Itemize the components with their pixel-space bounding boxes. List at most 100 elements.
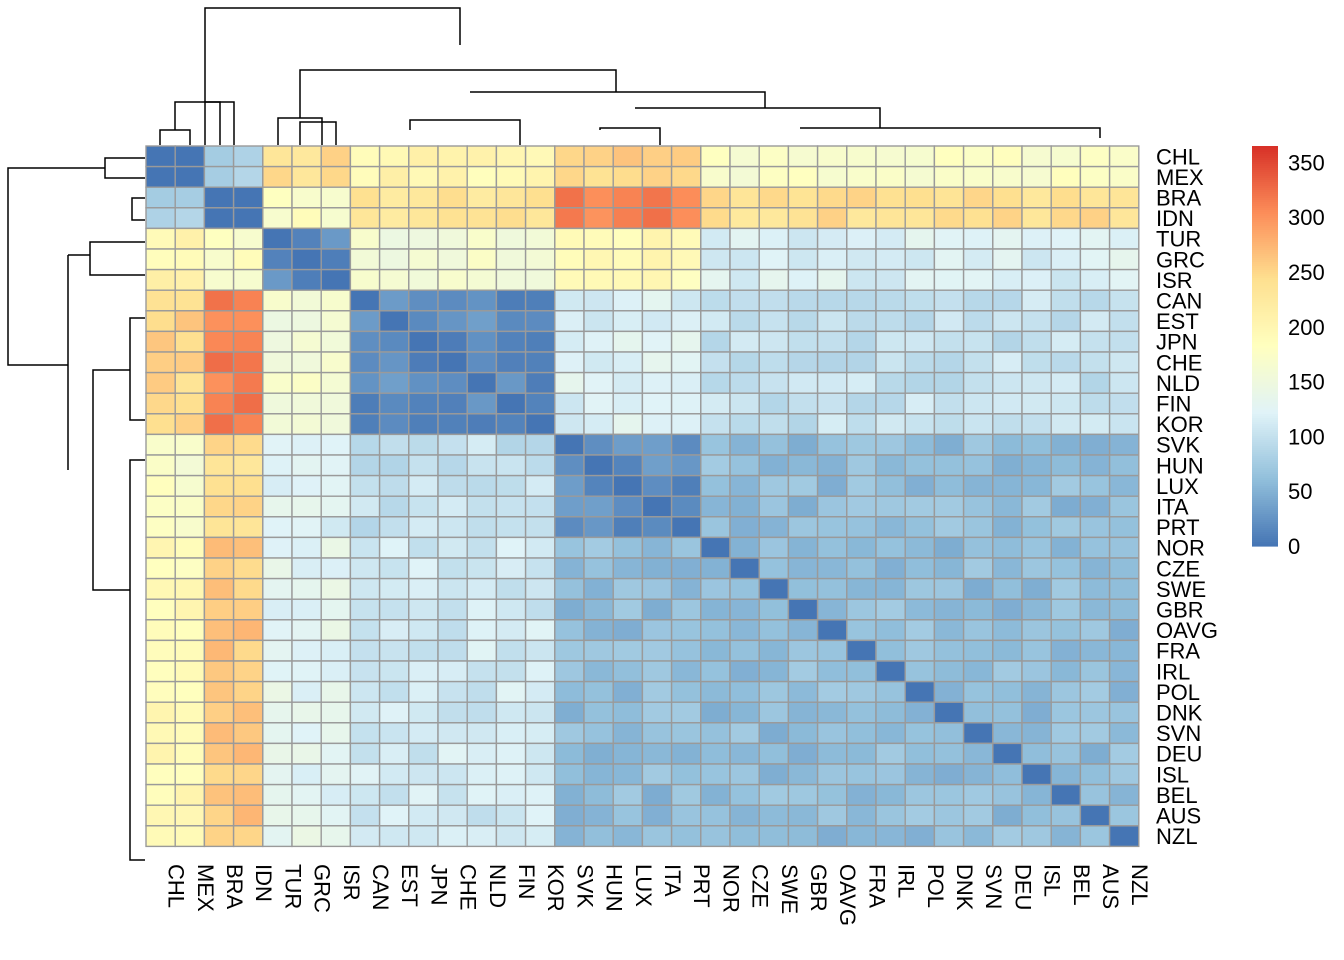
heatmap-cell xyxy=(875,413,906,436)
heatmap-cell xyxy=(846,722,877,745)
heatmap-cell xyxy=(232,413,264,436)
heatmap-cell xyxy=(466,619,498,642)
heatmap-cell xyxy=(232,165,264,188)
heatmap-cell xyxy=(1050,763,1082,786)
heatmap-cell xyxy=(408,722,439,745)
heatmap-cell xyxy=(145,722,176,745)
heatmap-cell xyxy=(262,310,293,333)
heatmap-cell xyxy=(408,804,439,827)
heatmap-cell xyxy=(875,804,906,827)
heatmap-cell xyxy=(729,639,760,662)
heatmap-cell xyxy=(349,722,381,745)
heatmap-cell xyxy=(992,577,1023,600)
col-label-lux: LUX xyxy=(631,864,656,907)
heatmap-cell xyxy=(904,227,936,250)
col-label-svn: SVN xyxy=(981,864,1006,909)
col-label-deu: DEU xyxy=(1010,864,1035,910)
heatmap-cell xyxy=(875,516,906,539)
heatmap-cell xyxy=(904,619,936,642)
heatmap-cell xyxy=(583,577,614,600)
heatmap-cell xyxy=(291,145,322,168)
heatmap-cell xyxy=(904,536,936,559)
heatmap-cell xyxy=(320,804,352,827)
heatmap-cell xyxy=(904,330,936,353)
colorbar-step xyxy=(1252,376,1278,379)
heatmap-cell xyxy=(437,516,468,539)
heatmap-cell xyxy=(583,207,614,230)
heatmap-cell xyxy=(846,660,877,683)
heatmap-cell xyxy=(1021,165,1052,188)
colorbar-step xyxy=(1252,214,1278,217)
heatmap-cell xyxy=(700,145,731,168)
heatmap-cell xyxy=(875,248,906,271)
colorbar-step xyxy=(1252,430,1278,433)
heatmap-cell xyxy=(174,289,206,312)
col-dendrogram-branch xyxy=(174,101,221,145)
heatmap-cell xyxy=(320,165,352,188)
heatmap-cell xyxy=(203,516,235,539)
heatmap-cell xyxy=(408,145,439,168)
colorbar-step xyxy=(1252,332,1278,335)
heatmap-cell xyxy=(203,783,235,806)
colorbar-step xyxy=(1252,288,1278,291)
heatmap-cell xyxy=(670,433,702,456)
heatmap-cell xyxy=(349,783,381,806)
heatmap-cell xyxy=(554,474,585,497)
heatmap-cell xyxy=(554,248,585,271)
colorbar-step xyxy=(1252,172,1278,175)
heatmap-cell xyxy=(1079,392,1111,415)
heatmap-cell xyxy=(612,268,644,291)
colorbar-step xyxy=(1252,188,1278,191)
heatmap-cell xyxy=(524,474,556,497)
colorbar-step xyxy=(1252,270,1278,273)
heatmap-cell xyxy=(758,763,790,786)
heatmap-cell xyxy=(904,433,936,456)
heatmap-cell xyxy=(408,207,439,230)
heatmap-cell xyxy=(787,289,819,312)
heatmap-cell xyxy=(962,495,994,518)
colorbar-step xyxy=(1252,158,1278,161)
heatmap-cell xyxy=(962,207,994,230)
heatmap-cell xyxy=(641,680,673,703)
heatmap-cell xyxy=(787,474,819,497)
heatmap-cell xyxy=(524,680,556,703)
heatmap-cell xyxy=(291,454,322,477)
heatmap-cell xyxy=(583,639,614,662)
heatmap-cell xyxy=(641,392,673,415)
heatmap-cell xyxy=(437,763,468,786)
heatmap-cell xyxy=(408,392,439,415)
heatmap-cell xyxy=(378,804,410,827)
heatmap-cell xyxy=(437,165,468,188)
heatmap-cell xyxy=(933,783,965,806)
row-label-chl: CHL xyxy=(1156,144,1200,169)
heatmap-cell xyxy=(992,516,1023,539)
heatmap-cell xyxy=(495,639,527,662)
heatmap-cell xyxy=(495,289,527,312)
col-label-tur: TUR xyxy=(280,864,305,909)
heatmap-cell xyxy=(583,268,614,291)
colorbar-step xyxy=(1252,460,1278,463)
heatmap-cell xyxy=(349,145,381,168)
col-label-chl: CHL xyxy=(164,864,189,908)
heatmap-cell xyxy=(554,557,585,580)
heatmap-cell xyxy=(641,289,673,312)
heatmap-cell xyxy=(962,516,994,539)
heatmap-cell xyxy=(349,268,381,291)
row-label-che: CHE xyxy=(1156,350,1202,375)
heatmap-cell xyxy=(846,392,877,415)
heatmap-cell xyxy=(846,371,877,394)
heatmap-cell xyxy=(1021,474,1052,497)
heatmap-cell xyxy=(816,804,848,827)
heatmap-cell xyxy=(1050,639,1082,662)
colorbar-step xyxy=(1252,224,1278,227)
heatmap-cell xyxy=(466,783,498,806)
heatmap-cell xyxy=(1021,207,1052,230)
heatmap-cell xyxy=(1050,495,1082,518)
row-label-isr: ISR xyxy=(1156,268,1193,293)
heatmap-cell xyxy=(816,207,848,230)
heatmap-cell xyxy=(1050,165,1082,188)
heatmap-cell xyxy=(612,804,644,827)
heatmap-cell xyxy=(291,701,322,724)
heatmap-cell xyxy=(816,701,848,724)
heatmap-cell xyxy=(992,227,1023,250)
